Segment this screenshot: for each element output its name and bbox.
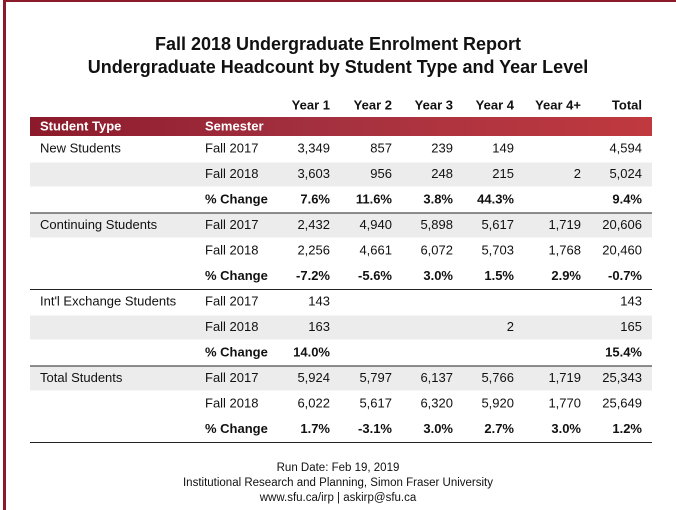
student-type: Continuing Students (40, 217, 158, 232)
cell: 3,349 (297, 140, 330, 155)
header-band (30, 117, 652, 136)
cell: -7.2% (296, 268, 330, 283)
cell: 6,320 (420, 395, 453, 410)
cell: 20,606 (602, 217, 642, 232)
footer-line: www.sfu.ca/irp | askirp@sfu.ca (259, 492, 417, 504)
cell: 248 (431, 166, 453, 181)
cell: -3.1% (358, 421, 392, 436)
cell: 143 (620, 293, 642, 308)
cell: 2,256 (297, 242, 330, 257)
cell: 3.0% (551, 421, 581, 436)
cell: 2 (507, 319, 514, 334)
cell: 3.0% (423, 421, 453, 436)
semester: Fall 2017 (205, 217, 258, 232)
cell: 4,940 (359, 217, 392, 232)
column-header: Year 4 (476, 97, 515, 112)
cell: 3.0% (423, 268, 453, 283)
cell: 5,898 (420, 217, 453, 232)
column-header: Student Type (40, 118, 121, 133)
column-header: Year 2 (354, 97, 392, 112)
cell: 5,797 (359, 370, 392, 385)
cell: 5,924 (297, 370, 330, 385)
cell: 6,022 (297, 395, 330, 410)
column-header: Year 3 (415, 97, 453, 112)
cell: 5,024 (609, 166, 642, 181)
cell: 44.3% (477, 191, 514, 206)
cell: 25,649 (602, 395, 642, 410)
cell: 6,137 (420, 370, 453, 385)
cell: 165 (620, 319, 642, 334)
cell: 5,617 (481, 217, 514, 232)
semester: % Change (205, 421, 268, 436)
cell: 163 (308, 319, 330, 334)
cell: 9.4% (612, 191, 642, 206)
semester: % Change (205, 191, 268, 206)
column-header: Semester (205, 118, 264, 133)
cell: 143 (308, 293, 330, 308)
cell: -5.6% (358, 268, 392, 283)
cell: 15.4% (605, 344, 642, 359)
cell: 149 (492, 140, 514, 155)
top-border (3, 0, 676, 2)
cell: 14.0% (293, 344, 330, 359)
row-shade (30, 366, 652, 391)
student-type: New Students (40, 140, 121, 155)
row-shade (30, 315, 652, 340)
footer-line: Run Date: Feb 19, 2019 (277, 462, 400, 474)
semester: % Change (205, 268, 268, 283)
semester: Fall 2018 (205, 319, 258, 334)
title: Fall 2018 Undergraduate Enrolment Report (155, 34, 521, 54)
column-header: Year 4+ (535, 97, 581, 112)
row-shade (30, 162, 652, 187)
cell: 2.9% (551, 268, 581, 283)
left-border (3, 0, 6, 510)
column-header: Year 1 (292, 97, 330, 112)
cell: 7.6% (300, 191, 330, 206)
subtitle: Undergraduate Headcount by Student Type … (88, 57, 588, 77)
cell: 1,719 (548, 217, 581, 232)
cell: 11.6% (356, 191, 393, 206)
cell: 4,661 (359, 242, 392, 257)
cell: 2 (574, 166, 581, 181)
semester: Fall 2018 (205, 242, 258, 257)
cell: 25,343 (602, 370, 642, 385)
semester: Fall 2017 (205, 370, 258, 385)
semester: Fall 2018 (205, 166, 258, 181)
cell: 239 (431, 140, 453, 155)
cell: 20,460 (602, 242, 642, 257)
cell: 5,766 (481, 370, 514, 385)
cell: 1,768 (548, 242, 581, 257)
column-header: Total (612, 97, 642, 112)
cell: 857 (370, 140, 392, 155)
cell: 5,703 (481, 242, 514, 257)
cell: 2.7% (484, 421, 514, 436)
cell: 1,719 (548, 370, 581, 385)
semester: Fall 2017 (205, 293, 258, 308)
student-type: Total Students (40, 370, 123, 385)
cell: 5,617 (359, 395, 392, 410)
cell: 1.5% (484, 268, 514, 283)
cell: 5,920 (481, 395, 514, 410)
semester: Fall 2018 (205, 395, 258, 410)
cell: -0.7% (608, 268, 642, 283)
cell: 3.8% (423, 191, 453, 206)
cell: 956 (370, 166, 392, 181)
cell: 1,770 (548, 395, 581, 410)
footer-line: Institutional Research and Planning, Sim… (183, 477, 493, 489)
student-type: Int'l Exchange Students (40, 293, 177, 308)
cell: 1.2% (612, 421, 642, 436)
cell: 6,072 (420, 242, 453, 257)
semester: % Change (205, 344, 268, 359)
cell: 215 (492, 166, 514, 181)
cell: 4,594 (609, 140, 642, 155)
semester: Fall 2017 (205, 140, 258, 155)
cell: 2,432 (297, 217, 330, 232)
cell: 1.7% (300, 421, 330, 436)
row-shade (30, 213, 652, 238)
cell: 3,603 (297, 166, 330, 181)
